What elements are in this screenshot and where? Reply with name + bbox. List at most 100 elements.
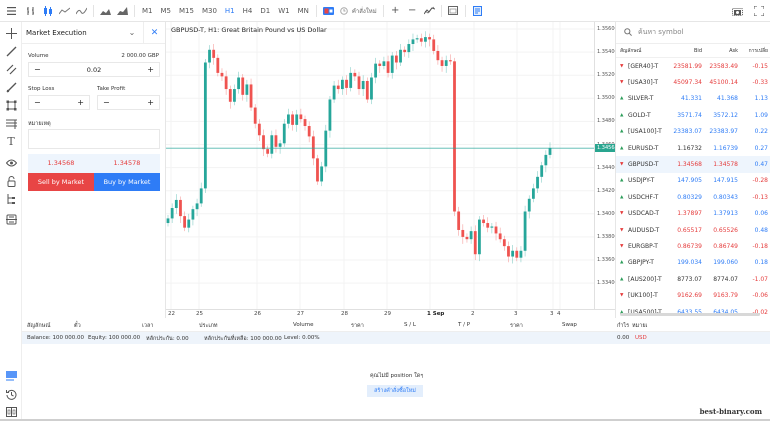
mountain-chart-icon[interactable] [114, 0, 131, 22]
volume-decrease-button[interactable]: − [34, 65, 41, 74]
horizontal-scrollbar[interactable] [620, 313, 760, 316]
create-new-order-button[interactable]: สร้างคำสั่งซื้อใหม่ [367, 385, 423, 397]
positions-column-header[interactable]: Swap [562, 322, 577, 328]
timeframe-m30[interactable]: M30 [201, 6, 217, 15]
eye-visibility-icon[interactable] [4, 156, 18, 170]
smooth-line-chart-icon[interactable] [73, 0, 90, 22]
positions-column-header[interactable]: เวลา [142, 323, 154, 329]
watchlist-row[interactable]: ▲ [USA100]-T 23383.07 23383.97 0.22 [616, 124, 770, 140]
zoom-in-button[interactable]: + [390, 5, 400, 16]
channel-icon[interactable] [4, 62, 18, 76]
volume-increase-button[interactable]: + [147, 65, 154, 74]
journal-icon[interactable] [4, 405, 18, 419]
price-chart[interactable]: GBPUSD-T, H1: Great Britain Pound vs US … [166, 22, 619, 318]
menu-icon[interactable] [0, 0, 22, 22]
timeframe-m15[interactable]: M15 [179, 6, 194, 15]
symbol-search[interactable]: ค้นหา symbol [616, 22, 770, 44]
positions-column-header[interactable]: T / P [458, 322, 471, 328]
watchlist-row[interactable]: ▲ GBPJPY-T 199.034 199.060 0.18 [616, 255, 770, 271]
positions-column-header[interactable]: หมายเ [632, 323, 648, 329]
comment-input[interactable] [28, 129, 160, 149]
indicators-icon[interactable] [421, 0, 438, 22]
delete-drawings-icon[interactable] [4, 212, 18, 226]
watchlist-row[interactable]: ▲ SILVER-T 41.331 41.368 1.13 [616, 91, 770, 107]
fullscreen-icon[interactable] [748, 0, 770, 22]
trendline-icon[interactable] [4, 44, 18, 58]
watchlist-row[interactable]: ▲ [AUS200]-T 8773.07 8774.07 -1.07 [616, 271, 770, 287]
take-profit-stepper[interactable]: − + [97, 95, 160, 110]
calendar-icon[interactable] [445, 0, 462, 22]
positions-column-header[interactable]: ราคา [510, 323, 523, 329]
watchlist-row[interactable]: ▲ USDCHF-T 0.80329 0.80343 -0.13 [616, 189, 770, 205]
horizontal-lines-icon[interactable] [4, 116, 18, 130]
take-profit-increase-button[interactable]: + [147, 98, 154, 107]
timeframe-d1[interactable]: D1 [260, 6, 271, 15]
timeframe-m5[interactable]: M5 [160, 6, 172, 15]
bid-price: 1.34568 [47, 159, 75, 167]
watchlist-row[interactable]: ▼ USDCAD-T 1.37897 1.37913 0.06 [616, 206, 770, 222]
history-icon[interactable] [4, 387, 18, 401]
execution-type-select[interactable]: Market Execution [26, 28, 87, 37]
fibonacci-icon[interactable] [4, 80, 18, 94]
symbol-name: [USA500]-T [628, 309, 662, 316]
crosshair-icon[interactable] [4, 26, 18, 40]
watchlist-row[interactable]: ▲ USDJPY-T 147.905 147.915 -0.28 [616, 173, 770, 189]
object-tree-icon[interactable] [4, 192, 18, 206]
watchlist-row[interactable]: ▲[USA500]-T6433.556434.05-0.02 [616, 304, 770, 320]
column-ask[interactable]: Ask [729, 47, 738, 54]
positions-column-header[interactable]: กำไร [617, 323, 630, 329]
volume-value[interactable]: 0.02 [86, 65, 102, 74]
text-tool-icon[interactable]: T [7, 134, 15, 148]
rectangle-shape-icon[interactable] [4, 98, 18, 112]
timeframe-h4[interactable]: H4 [242, 6, 253, 15]
column-bid[interactable]: Bid [694, 47, 702, 54]
watchlist-row[interactable]: ▲ GOLD-T 3571.74 3572.12 1.09 [616, 107, 770, 123]
watchlist-row[interactable]: ▼ EURGBP-T 0.86739 0.86749 -0.18 [616, 238, 770, 254]
watchlist-row[interactable]: ▼ [GER40]-T 23581.99 23583.49 -0.15 [616, 58, 770, 74]
column-change[interactable]: การเปลี่ย [748, 47, 768, 54]
timeframe-mn[interactable]: MN [297, 6, 309, 15]
candlestick-chart-icon[interactable] [39, 0, 56, 22]
screenshot-camera-icon[interactable] [726, 0, 748, 22]
change-cell: 0.27 [754, 144, 768, 152]
chevron-down-icon[interactable]: ⌄ [128, 28, 136, 37]
trade-positions-icon[interactable] [4, 369, 18, 383]
new-order-button[interactable]: คำสั่งใหม่ [337, 0, 380, 22]
one-click-trading-icon[interactable] [320, 0, 337, 22]
candlestick-plot[interactable] [166, 22, 594, 309]
line-chart-icon[interactable] [56, 0, 73, 22]
search-input[interactable]: ค้นหา symbol [638, 28, 684, 36]
zoom-out-button[interactable]: − [407, 5, 417, 16]
watchlist-row[interactable]: ▲ EURUSD-T 1.16732 1.16739 0.27 [616, 140, 770, 156]
watchlist-row[interactable]: ▼ [UK100]-T 9162.69 9163.79 -0.06 [616, 287, 770, 303]
sell-by-market-button[interactable]: Sell by Market [28, 173, 94, 191]
trade-panel-toggle-icon[interactable] [469, 0, 486, 22]
positions-column-header[interactable]: สัญลักษณ์ [27, 323, 51, 329]
symbol-cell: ▲[USA500]-T [616, 309, 668, 316]
timeframe-h1[interactable]: H1 [224, 6, 235, 15]
lock-icon[interactable] [4, 174, 18, 188]
positions-column-header[interactable]: ตั๋ว [74, 323, 81, 329]
price-axis[interactable]: 1.356001.354001.352001.350001.348001.346… [594, 22, 619, 309]
stop-loss-stepper[interactable]: − + [28, 95, 90, 110]
buy-by-market-button[interactable]: Buy by Market [94, 173, 160, 191]
watchlist-row[interactable]: ▼ AUDUSD-T 0.65517 0.65526 0.48 [616, 222, 770, 238]
timeframe-m1[interactable]: M1 [142, 6, 153, 15]
stop-loss-decrease-button[interactable]: − [34, 98, 41, 107]
close-icon[interactable]: ✕ [143, 21, 165, 44]
stop-loss-increase-button[interactable]: + [77, 98, 84, 107]
positions-column-header[interactable]: S / L [404, 322, 416, 328]
timeframe-w1[interactable]: W1 [278, 6, 290, 15]
take-profit-decrease-button[interactable]: − [103, 98, 110, 107]
positions-column-header[interactable]: Volume [293, 322, 314, 328]
bar-chart-icon[interactable] [22, 0, 39, 22]
positions-column-header[interactable]: ประเภท [199, 323, 218, 329]
area-chart-icon[interactable] [97, 0, 114, 22]
volume-stepper[interactable]: − 0.02 + [28, 62, 160, 77]
watchlist-row[interactable]: ▼ GBPUSD-T 1.34568 1.34578 0.47 [616, 156, 770, 173]
column-symbol[interactable]: สัญลักษณ์ [620, 47, 642, 54]
positions-column-header[interactable]: ราคา [351, 323, 364, 329]
watchlist-row[interactable]: ▼ [USA30]-T 45097.34 45100.14 -0.33 [616, 74, 770, 90]
bid-cell: 23581.99 [673, 62, 702, 70]
time-axis[interactable]: 22 25 26 27 28 29 1 Sep 2 3 3 4 [166, 309, 615, 318]
